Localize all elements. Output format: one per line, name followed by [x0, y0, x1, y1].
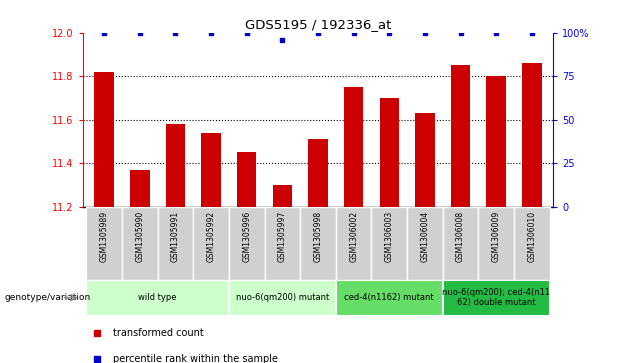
Bar: [237, 152, 256, 207]
Bar: [300, 207, 336, 280]
Bar: [158, 207, 193, 280]
Bar: [522, 63, 542, 207]
Bar: [443, 207, 478, 280]
Text: GSM1306008: GSM1306008: [456, 211, 465, 262]
Bar: [265, 207, 300, 280]
Title: GDS5195 / 192336_at: GDS5195 / 192336_at: [245, 19, 391, 32]
Bar: [308, 139, 328, 207]
Bar: [229, 207, 265, 280]
Text: transformed count: transformed count: [113, 328, 204, 338]
Text: nuo-6(qm200) mutant: nuo-6(qm200) mutant: [236, 293, 329, 302]
Text: GSM1305989: GSM1305989: [100, 211, 109, 262]
Text: ced-4(n1162) mutant: ced-4(n1162) mutant: [345, 293, 434, 302]
Text: GSM1305992: GSM1305992: [207, 211, 216, 262]
Bar: [86, 280, 229, 316]
Bar: [193, 207, 229, 280]
Text: GSM1306010: GSM1306010: [527, 211, 536, 262]
Bar: [344, 87, 363, 207]
Bar: [451, 65, 471, 207]
Text: GSM1306009: GSM1306009: [492, 211, 501, 262]
Text: GSM1305990: GSM1305990: [135, 211, 144, 262]
Text: GSM1305996: GSM1305996: [242, 211, 251, 262]
Text: GSM1305997: GSM1305997: [278, 211, 287, 262]
Bar: [94, 72, 114, 207]
Text: wild type: wild type: [138, 293, 177, 302]
Bar: [443, 280, 550, 316]
Bar: [165, 124, 185, 207]
Bar: [273, 185, 292, 207]
Bar: [415, 113, 435, 207]
Text: GSM1305991: GSM1305991: [171, 211, 180, 262]
Text: GSM1306003: GSM1306003: [385, 211, 394, 262]
Bar: [487, 76, 506, 207]
Text: GSM1306004: GSM1306004: [420, 211, 429, 262]
Text: percentile rank within the sample: percentile rank within the sample: [113, 354, 279, 363]
Bar: [371, 207, 407, 280]
Bar: [86, 207, 122, 280]
Bar: [201, 133, 221, 207]
Bar: [229, 280, 336, 316]
Text: GSM1305998: GSM1305998: [314, 211, 322, 262]
Bar: [380, 98, 399, 207]
Bar: [478, 207, 514, 280]
Bar: [336, 280, 443, 316]
Bar: [514, 207, 550, 280]
Bar: [122, 207, 158, 280]
Bar: [130, 170, 149, 207]
Text: nuo-6(qm200); ced-4(n11
62) double mutant: nuo-6(qm200); ced-4(n11 62) double mutan…: [442, 288, 550, 307]
Bar: [336, 207, 371, 280]
Bar: [407, 207, 443, 280]
Text: genotype/variation: genotype/variation: [4, 293, 90, 302]
Text: GSM1306002: GSM1306002: [349, 211, 358, 262]
